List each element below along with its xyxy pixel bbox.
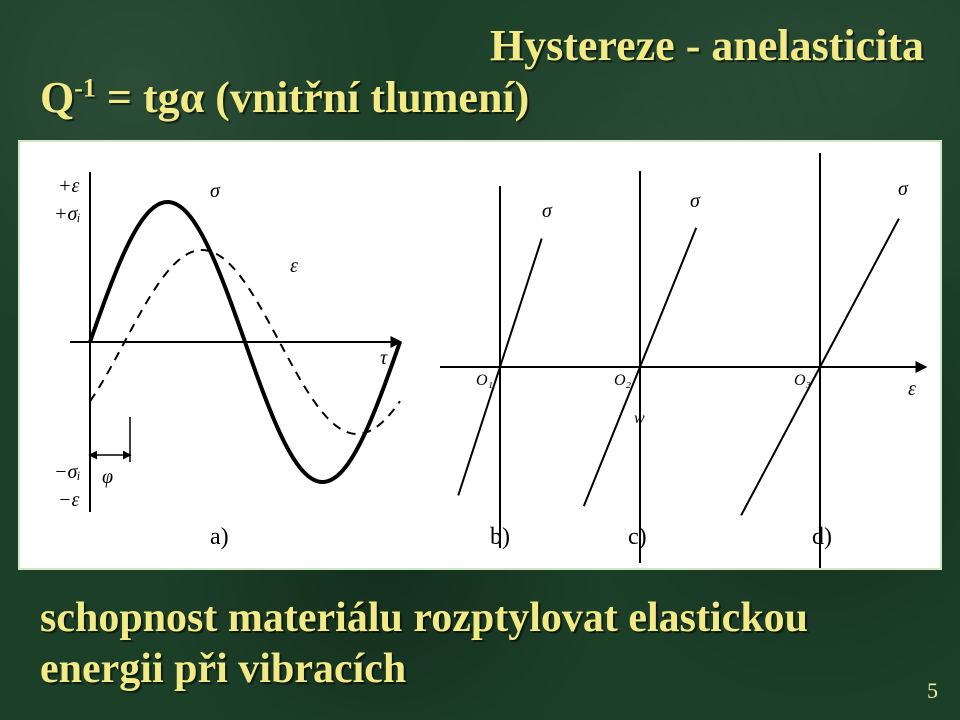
slide: Hystereze - anelasticita Q-1 = tgα (vnit… — [0, 0, 960, 720]
svg-text:σ: σ — [898, 178, 909, 200]
svg-text:O₁: O₁ — [476, 372, 493, 389]
svg-text:w: w — [634, 410, 645, 427]
slide-title: Hystereze - anelasticita — [490, 20, 924, 71]
svg-text:ε: ε — [290, 255, 298, 277]
formula-rest: = tgα (vnitřní tlumení) — [96, 73, 529, 122]
svg-text:φ: φ — [102, 466, 113, 488]
svg-text:a): a) — [210, 524, 229, 550]
svg-text:O₃: O₃ — [794, 372, 811, 389]
svg-text:−σᵢ: −σᵢ — [54, 461, 81, 483]
svg-text:τ: τ — [380, 347, 388, 369]
svg-text:−ε: −ε — [58, 489, 79, 511]
page-number: 5 — [927, 678, 938, 704]
svg-text:+σᵢ: +σᵢ — [54, 203, 81, 225]
formula-q: Q — [40, 73, 74, 122]
svg-text:c): c) — [628, 524, 647, 550]
svg-text:+ε: +ε — [58, 175, 79, 197]
svg-text:σ: σ — [542, 200, 553, 222]
caption-line1: schopnost materiálu rozptylovat elastick… — [40, 595, 808, 641]
svg-text:O₂: O₂ — [614, 372, 632, 389]
svg-text:d): d) — [812, 524, 832, 550]
svg-text:ε: ε — [908, 378, 916, 400]
caption-line2: energii při vibracích — [40, 646, 406, 692]
svg-text:b): b) — [490, 524, 510, 550]
svg-text:σ: σ — [210, 180, 221, 202]
formula: Q-1 = tgα (vnitřní tlumení) — [40, 72, 529, 123]
caption: schopnost materiálu rozptylovat elastick… — [40, 593, 900, 694]
diagram-frame: +ε +σᵢ −σᵢ −ε σ ε τ φ ε σ O₁ σ O₂ w σ O₃ a) b) c) d) — [18, 140, 942, 570]
hysteresis-diagram: +ε +σᵢ −σᵢ −ε σ ε τ φ ε σ O₁ σ O₂ w σ O₃ a) b) c) d) — [20, 142, 940, 568]
svg-text:σ: σ — [690, 190, 701, 212]
formula-exponent: -1 — [74, 73, 96, 102]
